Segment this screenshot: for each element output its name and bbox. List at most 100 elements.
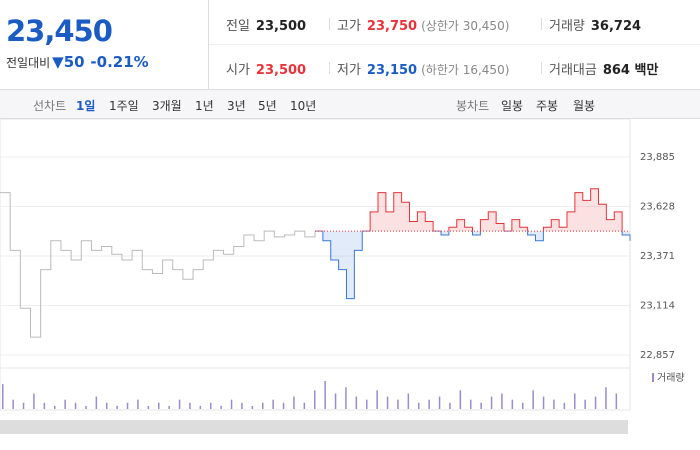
line-up — [315, 188, 623, 232]
volume-bar — [324, 381, 326, 409]
stat: 거래량 36,724 — [549, 15, 641, 34]
volume-bar — [407, 393, 410, 409]
volume-bar — [74, 402, 77, 409]
volume-bar — [418, 402, 420, 409]
separator — [541, 62, 542, 74]
stat-label: 거래대금 — [549, 63, 597, 78]
volume-bar — [116, 405, 118, 409]
tab[interactable]: 월봉 — [573, 99, 596, 113]
volume-bar — [106, 402, 108, 409]
volume-bar — [189, 402, 191, 409]
volume-bar — [262, 402, 264, 409]
volume-bar — [376, 390, 378, 409]
volume-bar — [615, 393, 618, 409]
volume-bar — [12, 399, 14, 409]
tab[interactable]: 1주일 — [109, 99, 139, 113]
y-tick-label: 22,857 — [640, 350, 675, 361]
volume-bar — [137, 399, 139, 409]
stat-extra: (상한가 30,450) — [421, 19, 510, 33]
tab[interactable]: 주봉 — [536, 99, 559, 113]
tab-label: 봉차트 — [456, 99, 490, 113]
volume-bar — [574, 393, 576, 409]
change-rate: -0.21% — [90, 53, 149, 71]
tab[interactable]: 5년 — [258, 99, 277, 113]
volume-bar — [355, 396, 358, 409]
volume-bar — [501, 393, 503, 409]
volume-bar — [532, 390, 534, 409]
tab[interactable]: 3개월 — [152, 99, 182, 113]
volume-bar — [428, 399, 430, 409]
y-tick-label: 23,371 — [640, 251, 675, 262]
y-tick-label: 23,628 — [640, 202, 675, 213]
stat-label: 저가 — [337, 63, 361, 78]
price-line — [0, 192, 316, 338]
volume-bar — [251, 405, 254, 409]
volume-bar — [511, 399, 514, 409]
change: 전일대비 ▼50 -0.21% — [6, 53, 149, 71]
stat: 저가 23,150 (하한가 16,450) — [337, 59, 509, 78]
stat-value: 23,500 — [255, 63, 307, 78]
volume-bar — [449, 402, 451, 409]
volume-bar — [459, 390, 462, 409]
separator — [329, 18, 330, 30]
volume-bar — [158, 402, 160, 409]
volume-bar — [64, 399, 66, 409]
scrollbar[interactable] — [0, 420, 628, 434]
volume-bar — [43, 402, 46, 409]
volume-bar — [220, 405, 222, 409]
tab[interactable]: 1일 — [76, 99, 96, 113]
volume-bar — [605, 387, 607, 409]
stat: 전일 23,500 — [226, 15, 306, 34]
stat-value: 23,150 — [366, 63, 418, 78]
volume-legend-swatch — [652, 373, 654, 382]
volume-bar — [210, 402, 212, 409]
volume-bar — [230, 399, 233, 409]
stat: 시가 23,500 — [226, 59, 306, 78]
volume-bar — [178, 399, 181, 409]
volume-bar — [480, 402, 482, 409]
volume-bar — [293, 396, 295, 409]
stat-label: 전일 — [226, 19, 250, 34]
price: 23,450 — [6, 14, 113, 48]
volume-bar — [386, 396, 389, 409]
stat: 거래대금 864 백만 — [549, 59, 658, 78]
quote-header: 23,450 전일대비 ▼50 -0.21% 전일 23,500 고가 23,750 (상… — [0, 0, 700, 90]
change-label: 전일대비 — [6, 56, 51, 70]
volume-bar — [553, 399, 555, 409]
separator — [329, 62, 330, 74]
volume-bar — [199, 405, 202, 409]
change-value: ▼50 — [52, 53, 85, 71]
volume-bar — [303, 402, 306, 409]
volume-bar — [22, 402, 25, 409]
volume-bar — [272, 399, 274, 409]
y-tick-label: 23,114 — [640, 301, 675, 312]
tab-label: 선차트 — [33, 99, 67, 113]
volume-bar — [168, 405, 170, 409]
volume-legend: 거래량 — [657, 372, 685, 384]
price-box: 23,450 전일대비 ▼50 -0.21% — [0, 0, 209, 89]
volume-bar — [594, 396, 597, 409]
tab[interactable]: 10년 — [290, 99, 317, 113]
tab[interactable]: 일봉 — [501, 99, 524, 113]
volume-bar — [397, 399, 399, 409]
chart: 22,857 23,114 23,371 23,628 23,885 거래량 — [0, 119, 685, 434]
separator — [541, 18, 542, 30]
volume-bar — [366, 399, 368, 409]
stat-label: 시가 — [226, 63, 250, 78]
stat-label: 고가 — [337, 19, 361, 34]
volume-bar — [54, 405, 56, 409]
y-tick-label: 23,885 — [640, 152, 675, 163]
volume-bar — [470, 399, 472, 409]
volume-bar — [334, 393, 337, 409]
tab[interactable]: 3년 — [227, 99, 246, 113]
stat: 고가 23,750 (상한가 30,450) — [337, 15, 509, 34]
stat-label: 거래량 — [549, 19, 585, 34]
tab[interactable]: 1년 — [195, 99, 214, 113]
volume-bar — [33, 393, 35, 409]
stat-value: 23,750 — [366, 19, 418, 34]
volume-bar — [584, 399, 586, 409]
stat-value: 36,724 — [590, 19, 642, 34]
volume-bar — [345, 387, 347, 409]
volume-bar — [95, 396, 98, 409]
